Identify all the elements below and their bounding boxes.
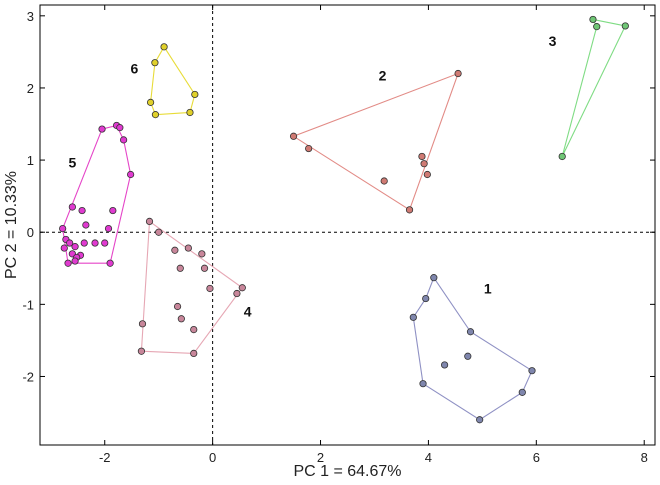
point-group-4 — [190, 325, 198, 334]
point-group-4 — [184, 244, 192, 252]
x-axis-label: PC 1 = 64.67% — [293, 463, 401, 480]
point-group-1 — [441, 361, 449, 369]
hull-group-3 — [561, 18, 627, 157]
point-group-2 — [420, 160, 428, 168]
point-group-6 — [151, 59, 159, 67]
point-group-4 — [206, 284, 214, 293]
point-group-5 — [78, 206, 86, 215]
group-label-2: 2 — [379, 68, 387, 84]
point-group-4 — [173, 302, 182, 311]
point-group-5 — [80, 239, 88, 247]
point-group-6 — [186, 108, 194, 117]
y-tick-label: -2 — [22, 369, 34, 384]
point-group-4 — [176, 264, 184, 272]
point-group-4 — [155, 228, 163, 236]
plot-frame — [39, 4, 656, 446]
hull-group-4 — [140, 220, 244, 354]
point-group-5 — [71, 257, 79, 265]
point-group-5 — [106, 259, 114, 267]
point-group-4 — [198, 250, 206, 258]
point-group-4 — [190, 349, 198, 357]
x-tick-label: 4 — [425, 450, 432, 465]
point-group-5 — [60, 244, 68, 252]
group-label-4: 4 — [244, 304, 252, 320]
point-group-2 — [380, 177, 388, 185]
data-points — [59, 15, 629, 424]
point-group-5 — [82, 221, 90, 229]
point-group-2 — [423, 170, 431, 179]
point-group-5 — [104, 225, 113, 233]
point-group-4 — [238, 284, 246, 292]
point-group-5 — [64, 259, 72, 267]
point-group-2 — [289, 132, 298, 140]
point-group-1 — [476, 416, 484, 424]
point-group-2 — [405, 206, 414, 214]
group-label-6: 6 — [131, 61, 139, 77]
hull-group-6 — [150, 45, 196, 116]
x-tick-label: 0 — [209, 450, 216, 465]
point-group-4 — [200, 264, 209, 272]
point-group-1 — [518, 388, 526, 396]
reference-lines — [40, 5, 655, 445]
point-group-2 — [454, 69, 462, 78]
point-group-4 — [177, 315, 185, 323]
point-group-5 — [120, 136, 128, 144]
point-group-5 — [91, 239, 99, 247]
group-label-3: 3 — [549, 33, 557, 49]
x-tick-label: 8 — [641, 450, 648, 465]
y-tick-label: 3 — [27, 9, 34, 24]
point-group-4 — [138, 320, 147, 328]
hull-group-2 — [292, 72, 460, 211]
point-group-5 — [98, 125, 106, 133]
x-tick-label: 6 — [533, 450, 540, 465]
point-group-1 — [430, 274, 438, 282]
y-tick-label: 2 — [27, 81, 34, 96]
point-group-6 — [160, 43, 168, 51]
point-group-3 — [558, 152, 566, 161]
point-group-2 — [305, 144, 313, 153]
point-group-2 — [418, 152, 426, 161]
point-group-1 — [419, 380, 427, 388]
point-group-5 — [71, 243, 79, 251]
point-group-5 — [59, 225, 67, 233]
x-tick-label: -2 — [99, 450, 111, 465]
point-group-1 — [466, 328, 475, 336]
point-group-4 — [137, 347, 146, 355]
point-group-5 — [116, 124, 124, 132]
x-tick-label: 2 — [317, 450, 324, 465]
point-group-1 — [422, 294, 430, 303]
y-tick-label: 1 — [27, 153, 34, 168]
point-group-1 — [409, 313, 417, 321]
point-group-5 — [66, 239, 74, 247]
point-group-5 — [101, 239, 109, 247]
hull-group-1 — [412, 276, 533, 421]
point-group-3 — [621, 22, 629, 30]
point-group-6 — [191, 90, 199, 99]
point-group-1 — [464, 352, 472, 360]
y-tick-label: -1 — [22, 297, 34, 312]
point-group-5 — [109, 206, 117, 215]
y-axis-label: PC 2 = 10.33% — [3, 171, 20, 279]
point-group-5 — [68, 203, 76, 211]
group-labels: 1 2 3 4 5 6 — [68, 33, 556, 319]
group-label-5: 5 — [68, 154, 76, 170]
point-group-3 — [589, 15, 597, 24]
point-group-4 — [233, 289, 241, 298]
point-group-6 — [151, 111, 160, 119]
point-group-3 — [593, 23, 601, 31]
group-label-1: 1 — [484, 281, 492, 297]
point-group-4 — [145, 217, 154, 225]
axis-ticks: -2 0 2 4 6 8 -2 -1 0 1 2 3 — [22, 5, 655, 465]
point-group-5 — [127, 170, 135, 179]
point-group-4 — [171, 246, 179, 254]
point-group-6 — [146, 98, 155, 106]
point-group-1 — [528, 367, 536, 375]
y-tick-label: 0 — [27, 225, 34, 240]
